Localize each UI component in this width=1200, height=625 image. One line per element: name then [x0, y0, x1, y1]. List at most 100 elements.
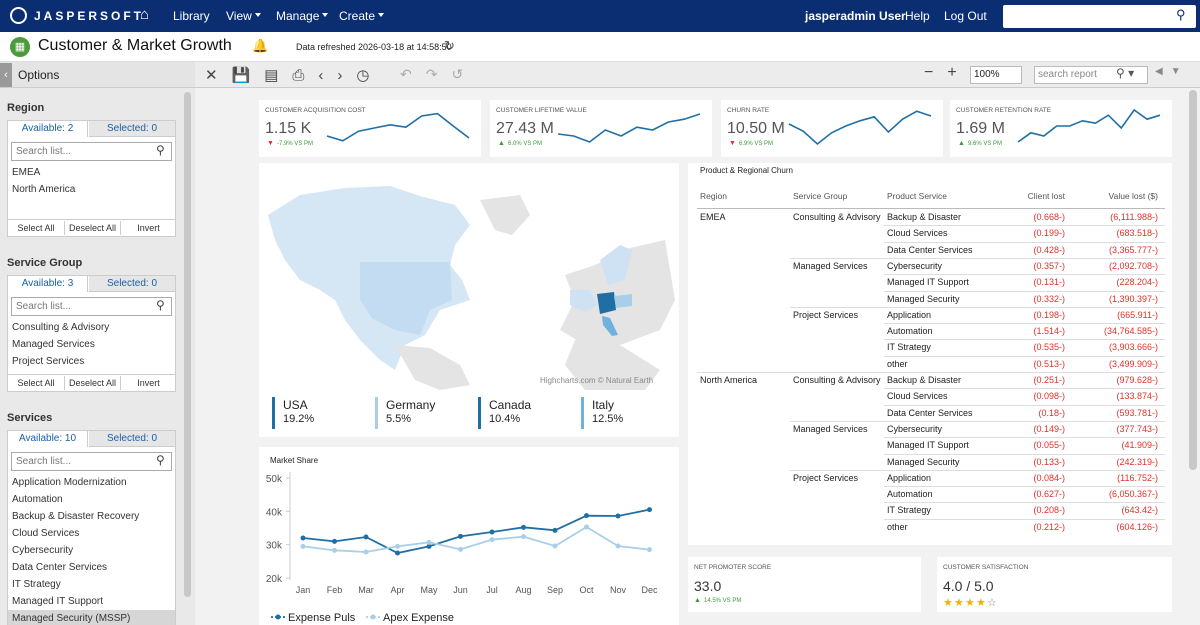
- client-lost-cell: (0.055-): [1033, 440, 1065, 450]
- filter-item[interactable]: Consulting & Advisory: [12, 322, 109, 333]
- brand-logo: [10, 7, 27, 24]
- search-placeholder[interactable]: search report: [1038, 69, 1097, 80]
- kpi-value: 10.50 M: [727, 120, 785, 138]
- row-rule: [884, 388, 1165, 389]
- service-cell: Cloud Services: [887, 228, 948, 238]
- kpi-arrow: ▲: [498, 140, 505, 147]
- service-cell: Managed Security: [887, 294, 960, 304]
- series-point: [332, 548, 337, 553]
- rating-star: ★: [943, 596, 953, 609]
- filter-item[interactable]: EMEA: [12, 167, 40, 178]
- germany: [597, 292, 616, 314]
- series-point: [364, 535, 369, 540]
- actions-divider: [8, 374, 175, 375]
- group-cell: Managed Services: [793, 261, 868, 271]
- group-cell: Consulting & Advisory: [793, 212, 881, 222]
- column-header: Service Group: [793, 191, 847, 201]
- client-lost-cell: (0.198-): [1033, 310, 1065, 320]
- rating-star: ★: [976, 596, 986, 609]
- service-cell: Application: [887, 310, 931, 320]
- filter-item[interactable]: Application Modernization: [12, 477, 127, 488]
- nav-menu-item[interactable]: Create: [339, 9, 375, 23]
- rating-star: ★: [954, 596, 964, 609]
- client-lost-cell: (0.131-): [1033, 277, 1065, 287]
- client-lost-cell: (0.149-): [1033, 424, 1065, 434]
- sparkline: [1018, 110, 1160, 142]
- region-cell: North America: [700, 375, 757, 385]
- x-tick-label: Jul: [486, 585, 498, 595]
- filter-item[interactable]: IT Strategy: [12, 579, 61, 590]
- menu-caret: [255, 13, 261, 20]
- filter-action[interactable]: Deselect All: [64, 376, 120, 390]
- series-point: [616, 544, 621, 549]
- filter-action[interactable]: Select All: [8, 221, 64, 235]
- search-placeholder[interactable]: Search list...: [16, 146, 71, 157]
- kpi-value: 4.0 / 5.0: [943, 578, 994, 594]
- value-lost-cell: (593.781-): [1116, 408, 1158, 418]
- filter-item[interactable]: Data Center Services: [12, 562, 107, 573]
- filter-item[interactable]: Managed Services: [12, 339, 95, 350]
- filter-item[interactable]: Automation: [12, 494, 63, 505]
- filter-item[interactable]: Cybersecurity: [12, 545, 73, 556]
- search-placeholder[interactable]: Search list...: [16, 301, 71, 312]
- filter-action[interactable]: Invert: [120, 221, 176, 235]
- row-rule: [697, 372, 1165, 373]
- sparkline: [327, 114, 469, 141]
- zoom-value[interactable]: 100%: [974, 69, 1000, 80]
- filter-action[interactable]: Invert: [120, 376, 176, 390]
- row-rule: [884, 405, 1165, 406]
- client-lost-cell: (0.199-): [1033, 228, 1065, 238]
- filter-item[interactable]: Project Services: [12, 356, 84, 367]
- legend-marker: [276, 615, 281, 620]
- y-tick-label: 20k: [266, 574, 283, 585]
- available-tab[interactable]: Available: 2: [8, 121, 88, 137]
- value-lost-cell: (34,764.585-): [1104, 326, 1158, 336]
- greenland: [480, 195, 530, 235]
- map-share: 19.2%: [283, 413, 314, 425]
- filter-item[interactable]: North America: [12, 184, 75, 195]
- y-tick-label: 40k: [266, 507, 283, 518]
- available-tab[interactable]: Available: 10: [8, 431, 88, 447]
- filter-item[interactable]: Managed Security (MSSP): [12, 613, 130, 624]
- map-share: 12.5%: [592, 413, 623, 425]
- legend-label: Apex Expense: [383, 612, 454, 624]
- value-lost-cell: (3,499.909-): [1109, 359, 1158, 369]
- client-lost-cell: (0.212-): [1033, 522, 1065, 532]
- header-rule: [697, 208, 1165, 209]
- nav-menu-item[interactable]: View: [226, 9, 252, 23]
- x-tick-label: Mar: [358, 585, 374, 595]
- y-tick-label: 50k: [266, 474, 283, 485]
- selected-tab[interactable]: Selected: 0: [89, 431, 175, 447]
- column-header: Client lost: [1028, 191, 1065, 201]
- service-cell: IT Strategy: [887, 342, 931, 352]
- x-tick-label: Feb: [327, 585, 343, 595]
- search-icon: ⚲: [156, 298, 165, 312]
- filter-action[interactable]: Select All: [8, 376, 64, 390]
- filter-item[interactable]: Cloud Services: [12, 528, 79, 539]
- filter-action[interactable]: Deselect All: [64, 221, 120, 235]
- row-rule: [884, 454, 1165, 455]
- filter-item[interactable]: Backup & Disaster Recovery: [12, 511, 139, 522]
- nav-menu-item[interactable]: Manage: [276, 9, 319, 23]
- logout-link[interactable]: Log Out: [944, 9, 987, 23]
- user-name[interactable]: jasperadmin User: [805, 9, 906, 23]
- search-placeholder[interactable]: Search list...: [16, 456, 71, 467]
- row-rule: [884, 486, 1165, 487]
- selected-tab[interactable]: Selected: 0: [89, 276, 175, 292]
- series-line: [303, 527, 650, 552]
- service-cell: Application: [887, 473, 931, 483]
- available-tab[interactable]: Available: 3: [8, 276, 88, 292]
- selected-tab[interactable]: Selected: 0: [89, 121, 175, 137]
- column-header: Value lost ($): [1109, 191, 1158, 201]
- kpi-value: 33.0: [694, 578, 721, 594]
- group-cell: Project Services: [793, 310, 858, 320]
- kpi-delta: 9.6% VS PM: [968, 141, 1002, 147]
- filter-item[interactable]: Managed IT Support: [12, 596, 103, 607]
- series-point: [584, 525, 589, 530]
- row-rule: [884, 225, 1165, 226]
- region-cell: EMEA: [700, 212, 726, 222]
- nav-menu-item[interactable]: Library: [173, 9, 210, 23]
- client-lost-cell: (0.208-): [1033, 505, 1065, 515]
- help-link[interactable]: Help: [905, 9, 930, 23]
